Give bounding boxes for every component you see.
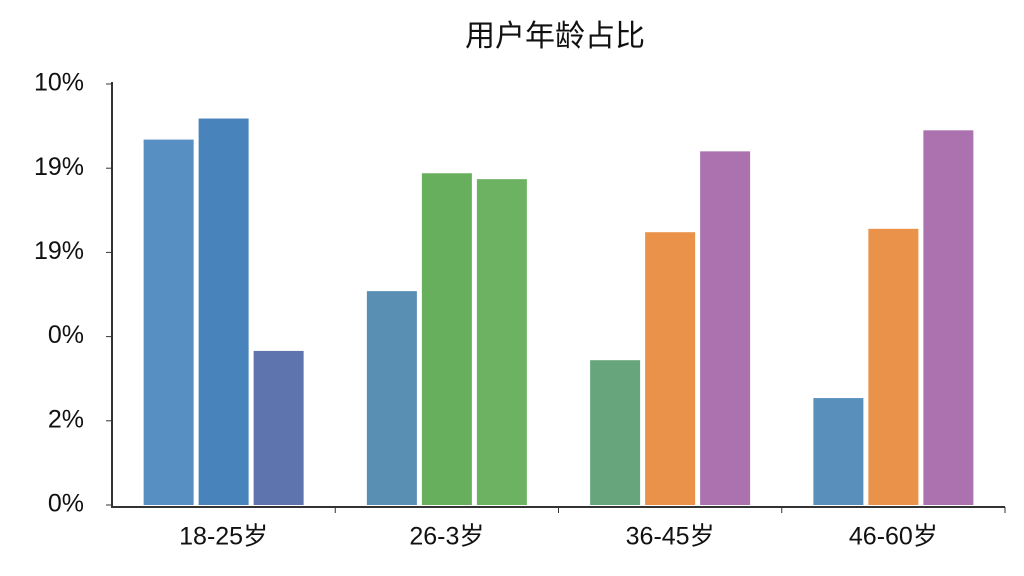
bar bbox=[198, 118, 249, 505]
y-tick-label: 10% bbox=[34, 69, 84, 97]
bar bbox=[700, 151, 751, 506]
bar bbox=[366, 291, 417, 505]
bar bbox=[476, 179, 527, 505]
y-tick-label: 0% bbox=[48, 490, 84, 518]
bar bbox=[923, 130, 974, 505]
y-tick-label: 0% bbox=[48, 321, 84, 349]
bar bbox=[868, 228, 919, 505]
bar bbox=[421, 173, 472, 505]
bar bbox=[590, 360, 641, 505]
chart-title: 用户年龄占比 bbox=[465, 20, 645, 53]
y-tick-label: 2% bbox=[48, 405, 84, 433]
bar bbox=[813, 398, 864, 505]
bar bbox=[253, 350, 304, 505]
x-tick-label: 36-45岁 bbox=[626, 523, 715, 551]
x-tick-label: 26-3岁 bbox=[409, 523, 484, 551]
y-tick-label: 19% bbox=[34, 153, 84, 181]
x-tick-label: 46-60岁 bbox=[849, 523, 938, 551]
bar bbox=[143, 139, 194, 505]
bar bbox=[645, 232, 696, 505]
x-tick-label: 18-25岁 bbox=[179, 523, 268, 551]
y-tick-label: 19% bbox=[34, 237, 84, 265]
